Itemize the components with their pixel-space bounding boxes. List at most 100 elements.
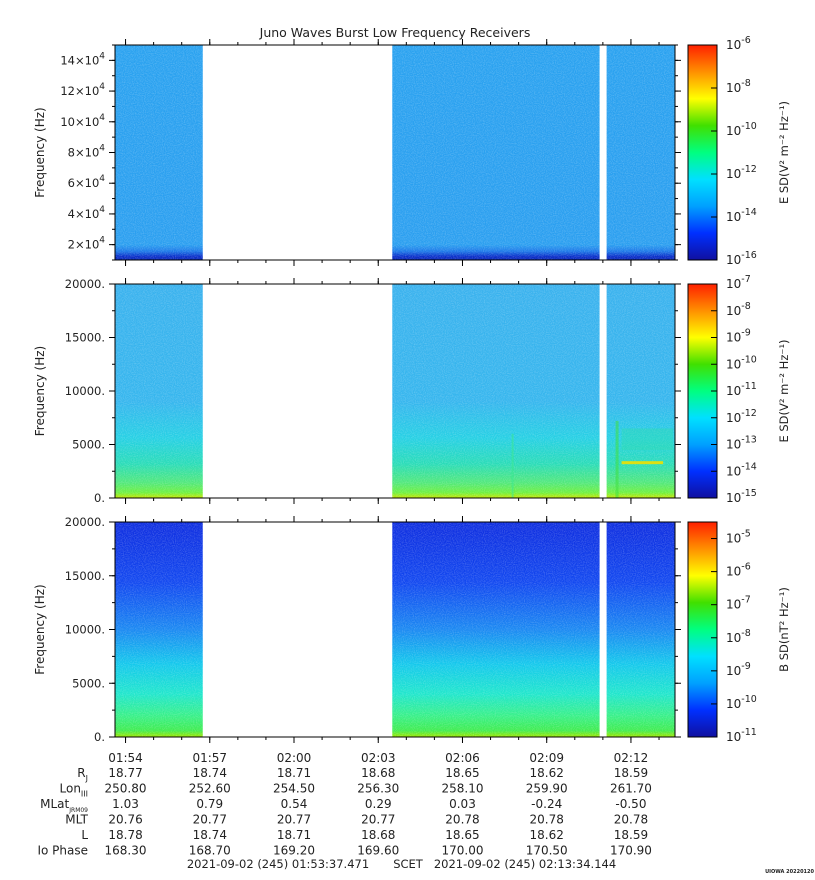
panel-3: 0. 5000. 10000. 15000. 20000. Frequency (Hz) 1… bbox=[33, 515, 791, 744]
ephemeris-value: 18.62 bbox=[530, 828, 564, 842]
colorbar-tick-label: 10-10 bbox=[726, 354, 757, 371]
colorbar-label: B SD(nT² Hz⁻¹) bbox=[777, 587, 791, 672]
y-tick-label: 15000. bbox=[65, 569, 105, 583]
y-tick-label: 20000. bbox=[65, 515, 105, 529]
colorbar-tick-label: 10-12 bbox=[726, 164, 757, 181]
ephemeris-value: -0.24 bbox=[531, 797, 562, 811]
footer-end-time: 2021-09-02 (245) 02:13:34.144 bbox=[434, 857, 616, 871]
emission-burst bbox=[615, 420, 619, 498]
time-tick-label: 02:09 bbox=[529, 751, 564, 765]
ephemeris-value: 169.60 bbox=[357, 844, 399, 858]
ephemeris-label: L bbox=[81, 828, 88, 842]
ephemeris-value: 169.20 bbox=[273, 844, 315, 858]
spectrogram-texture bbox=[114, 522, 203, 737]
time-tick-label: 02:03 bbox=[361, 751, 396, 765]
ephemeris-value: 18.74 bbox=[193, 766, 227, 780]
ephemeris-value: 18.62 bbox=[530, 766, 564, 780]
colorbar-tick-label: 10-14 bbox=[726, 207, 757, 224]
ephemeris-value: 254.50 bbox=[273, 782, 315, 796]
ephemeris-table: 01:54 01:57 02:00 02:03 02:06 02:09 02:12 RJ 18.… bbox=[37, 751, 651, 858]
colorbar-tick-label: 10-12 bbox=[726, 408, 757, 425]
colorbar-tick-label: 10-8 bbox=[726, 78, 751, 95]
ephemeris-value: -0.50 bbox=[615, 797, 646, 811]
ephemeris-value: 18.59 bbox=[614, 828, 648, 842]
y-tick-label: 20000. bbox=[65, 277, 105, 291]
spectrogram-texture bbox=[392, 284, 600, 498]
ephemeris-value: 0.79 bbox=[196, 797, 223, 811]
time-tick-label: 02:06 bbox=[445, 751, 480, 765]
colorbar-tick-label: 10-9 bbox=[726, 328, 751, 345]
spectrogram-texture bbox=[114, 45, 203, 260]
ephemeris-value: 18.59 bbox=[614, 766, 648, 780]
ephemeris-value: 18.77 bbox=[108, 766, 142, 780]
time-tick-label: 01:57 bbox=[192, 751, 227, 765]
ephemeris-value: 18.71 bbox=[277, 828, 311, 842]
colorbar bbox=[687, 44, 718, 261]
ephemeris-label: Io Phase bbox=[37, 844, 88, 858]
colorbar-tick-label: 10-5 bbox=[726, 529, 751, 546]
y-tick-label: 10000. bbox=[65, 384, 105, 398]
ephemeris-label: MLT bbox=[65, 813, 88, 827]
y-tick-label: 10×104 bbox=[60, 113, 105, 129]
y-tick-label: 10000. bbox=[65, 623, 105, 637]
colorbar-tick-label: 10-14 bbox=[726, 461, 757, 478]
credit-label: UIOWA 20220120 bbox=[765, 869, 814, 875]
panel-1: 2×104 4×104 6×104 8×104 10×104 12×104 14×104 Fr… bbox=[33, 35, 791, 267]
ephemeris-value: 18.71 bbox=[277, 766, 311, 780]
y-tick-label: 15000. bbox=[65, 331, 105, 345]
ephemeris-value: 170.50 bbox=[526, 844, 568, 858]
time-tick-label: 02:12 bbox=[614, 751, 649, 765]
colorbar-tick-label: 10-6 bbox=[726, 562, 751, 579]
ephemeris-value: 0.29 bbox=[365, 797, 392, 811]
spectrogram-texture bbox=[392, 522, 600, 737]
colorbar-tick-label: 10-16 bbox=[726, 250, 757, 267]
colorbar-tick-label: 10-7 bbox=[726, 595, 751, 612]
colorbar bbox=[687, 521, 718, 738]
ephemeris-value: 20.78 bbox=[530, 813, 564, 827]
chart-title: Juno Waves Burst Low Frequency Receivers bbox=[259, 25, 531, 40]
ephemeris-value: 261.70 bbox=[610, 782, 652, 796]
colorbar-tick-label: 10-6 bbox=[726, 35, 751, 52]
ephemeris-value: 258.10 bbox=[441, 782, 483, 796]
y-axis-label: Frequency (Hz) bbox=[33, 584, 47, 675]
y-tick-label: 0. bbox=[94, 491, 105, 505]
ephemeris-value: 18.74 bbox=[193, 828, 227, 842]
colorbar-tick-label: 10-8 bbox=[726, 628, 751, 645]
spectrogram-panels: 2×104 4×104 6×104 8×104 10×104 12×104 14×104 Fr… bbox=[33, 35, 791, 744]
ephemeris-value: 20.77 bbox=[361, 813, 395, 827]
ephemeris-value: 0.54 bbox=[281, 797, 308, 811]
time-tick-label: 01:54 bbox=[108, 751, 143, 765]
ephemeris-value: 0.03 bbox=[449, 797, 476, 811]
ephemeris-value: 20.77 bbox=[193, 813, 227, 827]
colorbar-tick-label: 10-10 bbox=[726, 694, 757, 711]
colorbar-tick-label: 10-13 bbox=[726, 435, 757, 452]
colorbar-tick-label: 10-15 bbox=[726, 488, 757, 505]
y-axis-label: Frequency (Hz) bbox=[33, 107, 47, 198]
colorbar-tick-label: 10-11 bbox=[726, 381, 757, 398]
y-tick-label: 4×104 bbox=[68, 205, 106, 221]
ephemeris-value: 18.78 bbox=[108, 828, 142, 842]
footer-frame-label: SCET bbox=[393, 857, 424, 871]
panel-2: 0. 5000. 10000. 15000. 20000. Frequency (Hz) 1… bbox=[33, 274, 791, 505]
ephemeris-value: 1.03 bbox=[112, 797, 139, 811]
ephemeris-label: LonIII bbox=[60, 782, 89, 799]
ephemeris-value: 20.76 bbox=[108, 813, 142, 827]
footer-start-time: 2021-09-02 (245) 01:53:37.471 bbox=[187, 857, 369, 871]
emission-burst bbox=[511, 433, 514, 498]
spectrogram-texture bbox=[392, 45, 600, 260]
ephemeris-value: 168.70 bbox=[189, 844, 231, 858]
ephemeris-value: 252.60 bbox=[189, 782, 231, 796]
y-tick-label: 14×104 bbox=[60, 51, 105, 67]
ephemeris-value: 18.65 bbox=[445, 766, 479, 780]
y-tick-label: 2×104 bbox=[68, 236, 106, 252]
colorbar-tick-label: 10-10 bbox=[726, 121, 757, 138]
colorbar-label: E SD(V² m⁻² Hz⁻¹) bbox=[777, 339, 791, 442]
y-tick-label: 8×104 bbox=[68, 144, 106, 160]
y-axis-label: Frequency (Hz) bbox=[33, 346, 47, 437]
ephemeris-value: 18.65 bbox=[445, 828, 479, 842]
ephemeris-value: 170.00 bbox=[441, 844, 483, 858]
ephemeris-value: 18.68 bbox=[361, 766, 395, 780]
y-tick-label: 0. bbox=[94, 730, 105, 744]
emission-haze bbox=[621, 428, 674, 450]
